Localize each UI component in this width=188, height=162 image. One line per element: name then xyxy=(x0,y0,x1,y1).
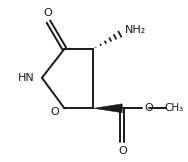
Text: O: O xyxy=(43,8,52,17)
Text: CH₃: CH₃ xyxy=(164,103,183,113)
Text: O: O xyxy=(118,146,127,156)
Text: HN: HN xyxy=(18,73,35,83)
Text: O: O xyxy=(50,107,59,117)
Text: NH₂: NH₂ xyxy=(125,25,146,35)
Polygon shape xyxy=(93,104,122,113)
Text: O: O xyxy=(144,103,153,113)
